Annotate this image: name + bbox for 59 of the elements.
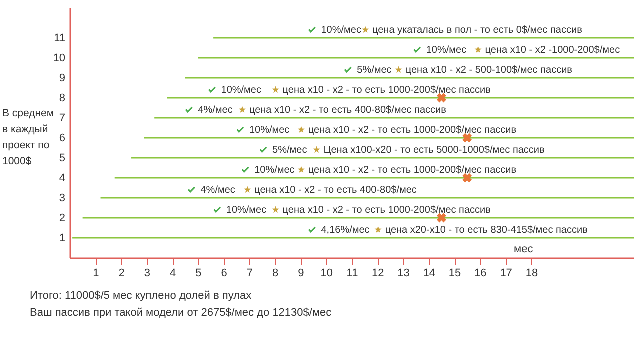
- annotation: цена x10 - x2 - то есть 1000-200$/мес пассив: [282, 85, 491, 96]
- x-tick-label: 7: [246, 268, 254, 280]
- y-tick-label: 4: [59, 172, 66, 184]
- annotation: цена x10 - x2 - то есть 1000-200$/мес пассив: [308, 125, 517, 136]
- annotation: 5%/мес: [272, 145, 308, 156]
- annotation: Цена x100-x20 - то есть 5000-1000$/мес пассив: [324, 145, 545, 156]
- annotation: 10%/мес: [226, 205, 267, 216]
- annotation: 10%/мес: [221, 85, 262, 96]
- x-tick-label: 11: [346, 268, 358, 280]
- x-tick-label: 14: [423, 268, 436, 280]
- annotation: цена x10 - x2 - 500-100$/мес пассив: [406, 65, 572, 76]
- annotation: цена x10 - x2 -1000-200$/мес: [485, 45, 620, 56]
- x-tick-label: 6: [221, 268, 228, 280]
- annotation: 10%/мес: [426, 45, 467, 56]
- annotation: цена x10 - x2 - то есть 1000-200$/мес пассив: [308, 165, 517, 176]
- x-tick-label: 12: [372, 268, 384, 280]
- y-tick-label: 10: [53, 52, 66, 64]
- x-tick-label: 5: [196, 268, 202, 280]
- y-tick-label: 5: [59, 152, 66, 164]
- annotation: 4%/мес: [200, 185, 236, 196]
- x-tick-label: 18: [526, 268, 538, 280]
- y-tick-label: 7: [59, 112, 66, 124]
- y-tick-label: 3: [59, 192, 66, 204]
- annotation: цена укаталась в пол - то есть 0$/мес пассив: [372, 25, 582, 36]
- x-tick-label: 9: [298, 268, 304, 280]
- annotation: 10%/мес: [249, 125, 290, 136]
- annotation: 5%/мес: [357, 65, 392, 76]
- x-tick-label: 2: [118, 268, 125, 280]
- annotation: 4%/мес: [198, 105, 233, 116]
- annotation: 10%/мес: [321, 25, 362, 36]
- point: [462, 173, 472, 183]
- x-tick-label: 8: [272, 268, 279, 280]
- x-tick-label: 3: [144, 268, 150, 280]
- annotation: 4,16%/мес: [321, 225, 370, 236]
- x-tick-label: 16: [474, 268, 487, 280]
- annotation: цена x20-x10 - то есть 830-415$/мес пассив: [385, 225, 588, 236]
- point: [437, 93, 446, 103]
- x-tick-label: 10: [320, 268, 333, 280]
- point: [437, 213, 446, 223]
- y-tick-label: 9: [59, 72, 66, 84]
- text: Ваш пассив при такой модели от 2675$/мес до 12130$/мес: [30, 307, 332, 319]
- x-axis-title: мес: [514, 244, 534, 256]
- x-tick-label: 4: [170, 268, 176, 280]
- y-tick-label: 1: [59, 232, 66, 244]
- y-tick-label: 6: [59, 132, 66, 144]
- y-tick-label: 2: [59, 212, 66, 224]
- x-tick-label: 15: [448, 268, 462, 280]
- text: Итого: 11000$/5 мес куплено долей в пулах: [30, 290, 252, 302]
- x-tick-label: 1: [93, 268, 100, 280]
- annotation: цена x10 - x2 - то есть 1000-200$/мес пассив: [282, 205, 491, 216]
- x-tick-label: 13: [398, 268, 410, 280]
- x-tick-label: 17: [500, 268, 512, 280]
- annotation: цена x10 - x2 - то есть 400-80$/мес: [254, 185, 417, 196]
- y-tick-label: 8: [59, 92, 66, 104]
- point: [462, 133, 472, 143]
- annotation: 10%/мес: [254, 165, 295, 176]
- annotation: цена x10 - x2 - то есть 400-80$/мес пассив: [249, 105, 446, 116]
- y-axis-title: В среднем в каждый проект по 1000$: [2, 108, 54, 168]
- y-tick-label: 11: [54, 32, 66, 44]
